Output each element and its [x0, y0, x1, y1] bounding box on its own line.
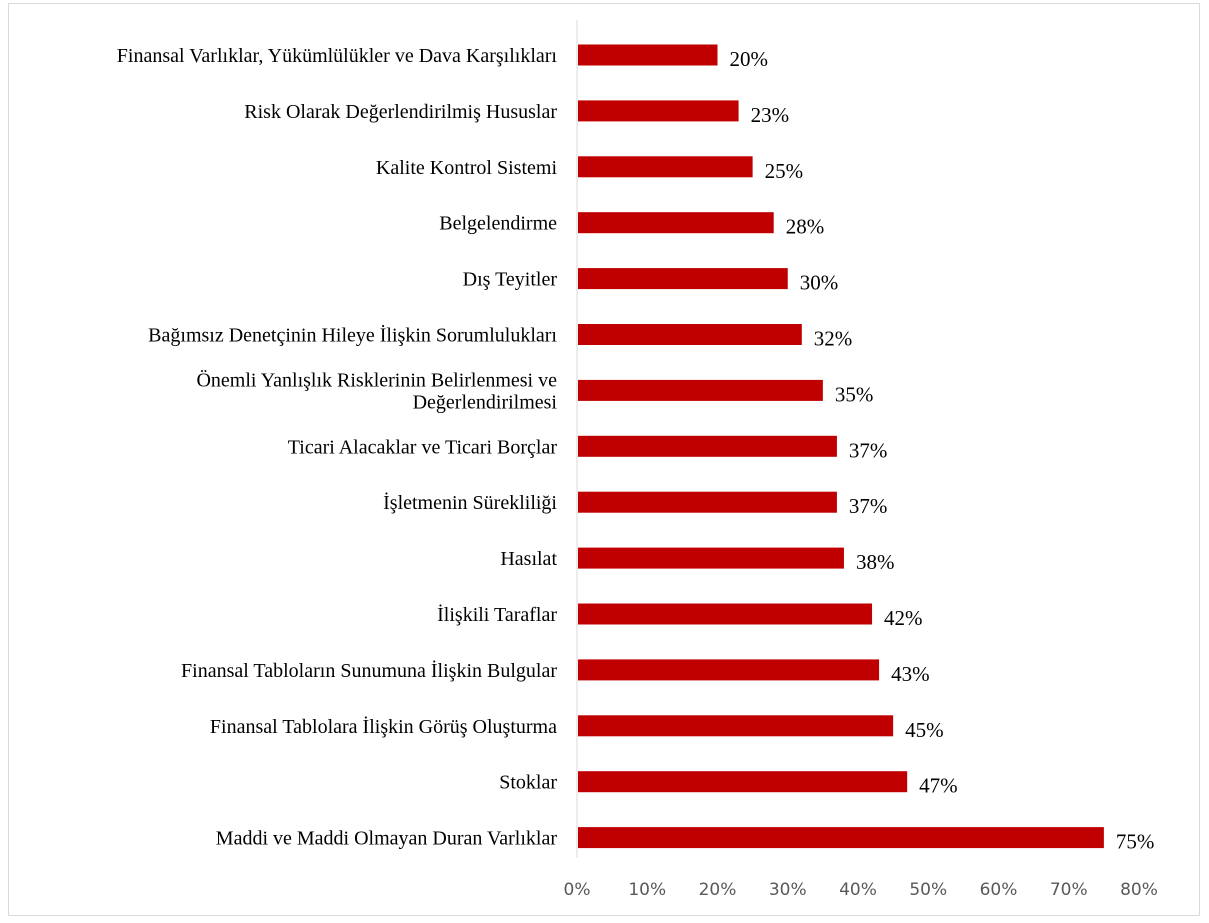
- bar: [578, 379, 823, 401]
- bar: [578, 603, 873, 625]
- data-label: 45%: [905, 718, 944, 742]
- category-label: Finansal Varlıklar, Yükümlülükler ve Dav…: [117, 45, 558, 67]
- data-label: 37%: [849, 438, 888, 462]
- bar: [578, 771, 908, 793]
- x-tick-label: 60%: [980, 880, 1018, 900]
- x-tick-label: 30%: [769, 880, 807, 900]
- data-label: 37%: [849, 494, 888, 518]
- category-label: Finansal Tablolara İlişkin Görüş Oluştur…: [210, 715, 557, 738]
- category-label: Risk Olarak Değerlendirilmiş Hususlar: [244, 101, 557, 123]
- category-label: Hasılat: [500, 548, 557, 570]
- data-label: 75%: [1116, 830, 1155, 854]
- x-tick-label: 40%: [839, 880, 877, 900]
- category-label: Ticari Alacaklar ve Ticari Borçlar: [288, 436, 558, 458]
- data-label: 32%: [814, 327, 853, 351]
- category-label: Belgelendirme: [439, 213, 557, 235]
- bar: [578, 547, 844, 569]
- data-label: 42%: [884, 606, 923, 630]
- category-label: Stoklar: [499, 772, 557, 794]
- bar: [578, 156, 753, 178]
- category-label: İşletmenin Sürekliliği: [383, 491, 557, 514]
- category-label: Dış Teyitler: [463, 269, 558, 291]
- category-label: Önemli Yanlışlık Risklerinin Belirlenmes…: [196, 368, 557, 413]
- category-label: Maddi ve Maddi Olmayan Duran Varlıklar: [216, 828, 558, 850]
- chart-area: [8, 3, 1200, 916]
- bar: [578, 435, 837, 457]
- data-label: 25%: [765, 159, 804, 183]
- bar: [578, 212, 774, 234]
- category-label: İlişkili Taraflar: [437, 603, 557, 626]
- x-tick-label: 10%: [628, 880, 666, 900]
- bar-layer: [578, 44, 1104, 849]
- x-tick-label: 0%: [564, 880, 591, 900]
- label-layer: 0% 10% 20% 30% 40% 50% 60% 70% 80% Finansal Varlı…: [117, 45, 1158, 900]
- x-tick-label: 80%: [1120, 880, 1158, 900]
- bar: [578, 659, 880, 681]
- data-label: 23%: [751, 103, 790, 127]
- data-label: 47%: [919, 774, 958, 798]
- bar: [578, 44, 718, 66]
- data-label: 20%: [730, 47, 769, 71]
- bar: [578, 491, 837, 513]
- bar: [578, 827, 1104, 849]
- data-label: 35%: [835, 382, 874, 406]
- x-tick-label: 70%: [1050, 880, 1088, 900]
- bar: [578, 268, 788, 290]
- category-label: Bağımsız Denetçinin Hileye İlişkin Sorum…: [148, 324, 557, 347]
- data-label: 28%: [786, 215, 825, 239]
- data-label: 30%: [800, 271, 839, 295]
- data-label: 38%: [856, 550, 895, 574]
- bar: [578, 715, 894, 737]
- bar: [578, 324, 802, 345]
- x-tick-label: 50%: [909, 880, 947, 900]
- data-label: 43%: [891, 662, 930, 686]
- category-label: Kalite Kontrol Sistemi: [376, 157, 558, 179]
- category-label: Finansal Tabloların Sunumuna İlişkin Bul…: [181, 659, 557, 682]
- x-tick-label: 20%: [699, 880, 737, 900]
- bar: [578, 100, 739, 122]
